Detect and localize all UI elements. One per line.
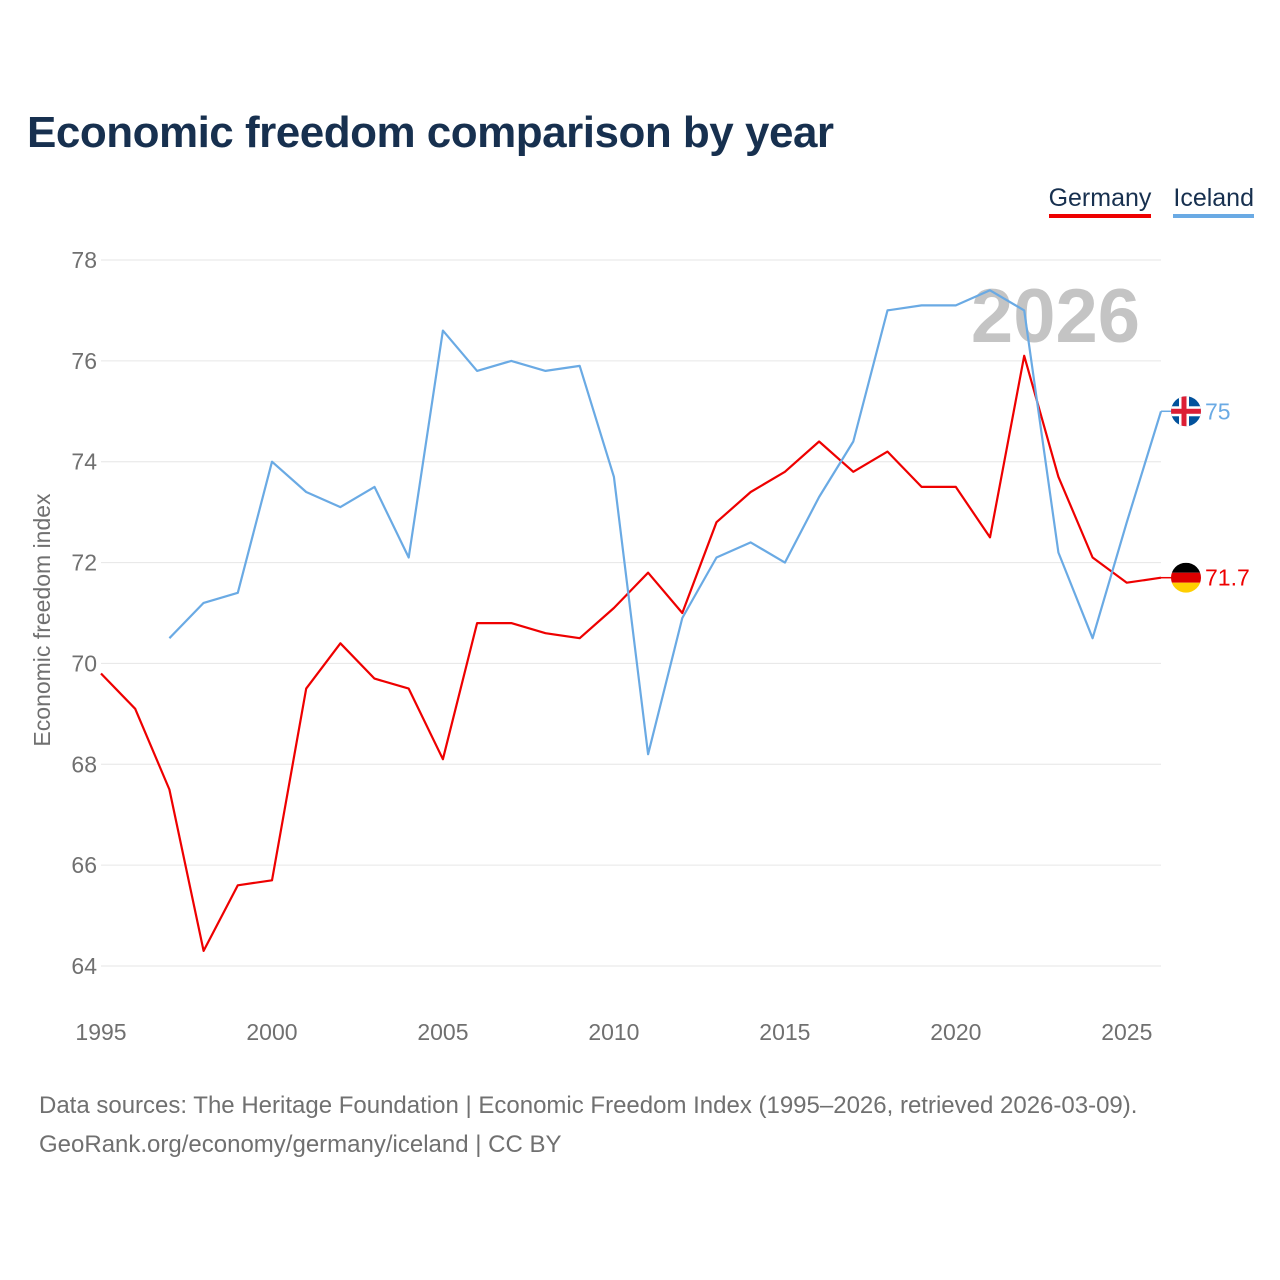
y-axis-label: Economic freedom index bbox=[29, 493, 55, 747]
line-chart: 64 66 68 70 72 74 76 78 1995 2000 2005 2010 2015 202… bbox=[29, 247, 1250, 1045]
footer: Data sources: The Heritage Foundation | … bbox=[39, 1086, 1137, 1164]
y-tick-label: 66 bbox=[71, 852, 97, 878]
y-tick-label: 72 bbox=[71, 550, 97, 576]
iceland-flag-icon bbox=[1171, 396, 1201, 427]
legend: Germany Iceland bbox=[1048, 184, 1254, 218]
footer-link[interactable]: GeoRank.org/economy/germany/iceland | CC… bbox=[39, 1131, 562, 1158]
x-tick-label: 2025 bbox=[1101, 1019, 1152, 1045]
y-tick-label: 68 bbox=[71, 751, 97, 777]
series-line-iceland bbox=[168, 289, 1163, 756]
x-tick-label: 1995 bbox=[75, 1019, 126, 1045]
legend-germany[interactable]: Germany bbox=[1048, 184, 1152, 218]
legend-iceland[interactable]: Iceland bbox=[1173, 184, 1254, 218]
year-watermark: 2026 bbox=[971, 274, 1140, 359]
chart-title: Economic freedom comparison by year bbox=[27, 108, 834, 157]
end-label-iceland: 75 bbox=[1205, 398, 1231, 424]
y-tick-label: 70 bbox=[71, 650, 97, 676]
x-tick-label: 2005 bbox=[417, 1019, 468, 1045]
y-tick-label: 76 bbox=[71, 348, 97, 374]
footer-sources: Data sources: The Heritage Foundation | … bbox=[39, 1092, 1138, 1119]
y-tick-label: 74 bbox=[71, 449, 97, 475]
y-tick-label: 64 bbox=[71, 953, 97, 979]
x-tick-label: 2000 bbox=[246, 1019, 297, 1045]
germany-flag-icon bbox=[1171, 562, 1201, 593]
y-tick-label: 78 bbox=[71, 247, 97, 273]
x-tick-label: 2010 bbox=[588, 1019, 639, 1045]
end-label-germany: 71.7 bbox=[1205, 565, 1250, 591]
x-tick-label: 2015 bbox=[759, 1019, 810, 1045]
x-tick-label: 2020 bbox=[930, 1019, 981, 1045]
series-line-germany bbox=[100, 354, 1162, 953]
